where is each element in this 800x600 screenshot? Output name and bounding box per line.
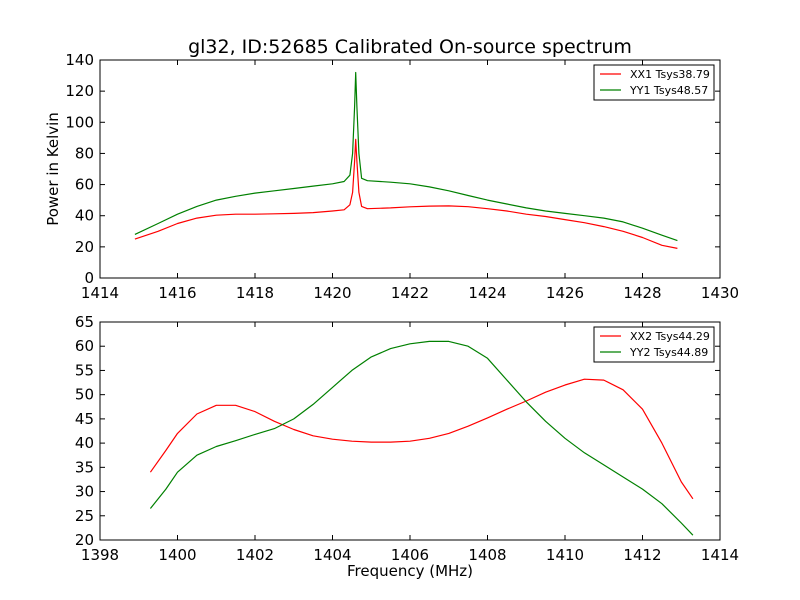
- top-y-tick-label: 120: [65, 82, 94, 100]
- bottom-axes-frame: [99, 321, 721, 541]
- bottom-series-line-xx: [149, 378, 694, 500]
- bottom-plot-area: 1398 1400 1402 1404 1406 1408 1410 1412 1414 20 25…: [75, 313, 739, 564]
- bottom-y-tick-label: 40: [75, 434, 94, 452]
- top-x-tick-label: 1430: [701, 284, 739, 302]
- top-x-tick-label: 1416: [158, 284, 196, 302]
- bottom-panel: Frequency (MHz) 1398 1400 1402 1404 1406 1408…: [75, 313, 739, 580]
- top-y-tick-label: 140: [65, 51, 94, 69]
- top-x-tick-label: 1422: [391, 284, 429, 302]
- top-series-line-yy: [134, 71, 678, 242]
- bottom-legend-label-yy2: YY2 Tsys44.89: [629, 346, 708, 359]
- top-legend-label-xx1: XX1 Tsys38.79: [630, 68, 710, 81]
- top-legend-label-yy1: YY1 Tsys48.57: [629, 84, 708, 97]
- bottom-x-tick-label: 1404: [313, 546, 351, 564]
- top-legend: XX1 Tsys38.79 YY1 Tsys48.57: [593, 64, 715, 101]
- bottom-series-line-yy: [149, 340, 694, 536]
- bottom-y-tick-label: 35: [75, 458, 94, 476]
- top-axes-frame: [99, 59, 721, 279]
- top-x-tick-label: 1426: [546, 284, 584, 302]
- bottom-y-tick-label: 50: [75, 386, 94, 404]
- top-x-tick-label: 1414: [81, 284, 119, 302]
- bottom-legend-label-xx2: XX2 Tsys44.29: [630, 330, 710, 343]
- bottom-x-tick-label: 1398: [81, 546, 119, 564]
- bottom-y-tick-label: 25: [75, 507, 94, 525]
- bottom-x-tick-label: 1400: [158, 546, 196, 564]
- top-y-tick-label: 100: [65, 113, 94, 131]
- bottom-y-tick-label: 45: [75, 410, 94, 428]
- top-x-tick-label: 1420: [313, 284, 351, 302]
- bottom-x-tick-label: 1412: [623, 546, 661, 564]
- top-x-tick-label: 1418: [236, 284, 274, 302]
- bottom-x-tick-label: 1414: [701, 546, 739, 564]
- bottom-x-axis-label: Frequency (MHz): [347, 562, 473, 580]
- top-y-tick-label: 40: [75, 207, 94, 225]
- bottom-y-tick-label: 20: [75, 531, 94, 549]
- top-y-axis-label: Power in Kelvin: [44, 112, 62, 226]
- bottom-y-tick-label: 65: [75, 313, 94, 331]
- top-y-tick-label: 20: [75, 238, 94, 256]
- bottom-x-tick-label: 1410: [546, 546, 584, 564]
- bottom-y-tick-label: 30: [75, 483, 94, 501]
- bottom-y-tick-label: 55: [75, 361, 94, 379]
- bottom-x-tick-label: 1408: [468, 546, 506, 564]
- top-y-tick-label: 80: [75, 144, 94, 162]
- bottom-legend: XX2 Tsys44.29 YY2 Tsys44.89: [593, 326, 715, 363]
- top-panel: gl32, ID:52685 Calibrated On-source spec…: [44, 36, 739, 302]
- top-plot-area: 1414 1416 1418 1420 1422 1424 1426 1428 1430 0 20 4…: [65, 51, 739, 302]
- top-x-tick-label: 1424: [468, 284, 506, 302]
- top-y-tick-label: 60: [75, 176, 94, 194]
- top-legend-box: [593, 64, 715, 101]
- bottom-x-tick-label: 1406: [391, 546, 429, 564]
- bottom-x-tick-label: 1402: [236, 546, 274, 564]
- bottom-legend-box: [593, 326, 715, 363]
- top-y-tick-label: 0: [84, 269, 94, 287]
- top-series-line-xx: [134, 138, 678, 249]
- top-x-tick-label: 1428: [623, 284, 661, 302]
- top-chart-title: gl32, ID:52685 Calibrated On-source spec…: [188, 36, 632, 58]
- bottom-y-tick-label: 60: [75, 337, 94, 355]
